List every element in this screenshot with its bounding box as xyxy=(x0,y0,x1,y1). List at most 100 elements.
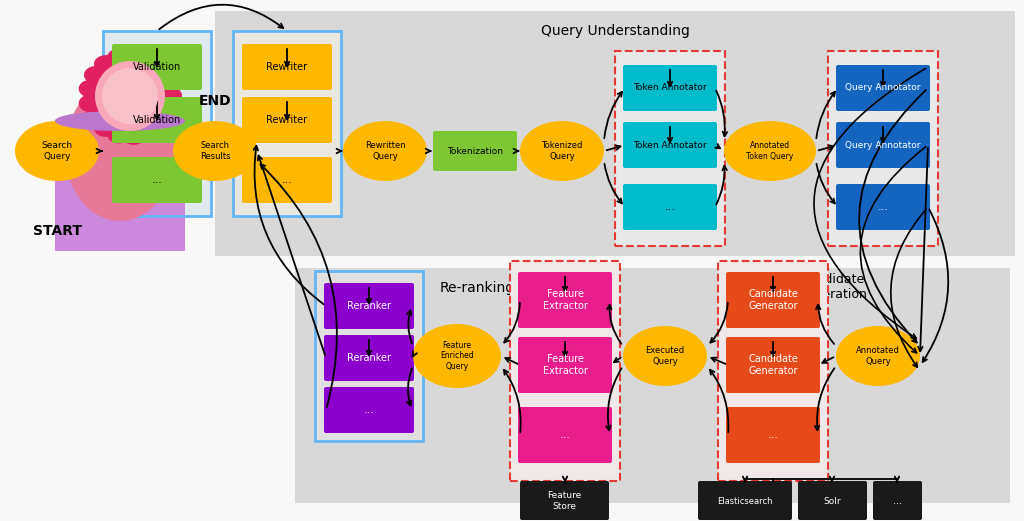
FancyBboxPatch shape xyxy=(798,481,867,520)
Text: Feature
Enriched
Query: Feature Enriched Query xyxy=(440,341,474,371)
Bar xyxy=(55,121,185,141)
Ellipse shape xyxy=(724,121,816,181)
FancyBboxPatch shape xyxy=(836,122,930,168)
Bar xyxy=(718,261,828,481)
Ellipse shape xyxy=(102,68,158,124)
Text: Annotated
Token Query: Annotated Token Query xyxy=(746,141,794,160)
Ellipse shape xyxy=(520,121,604,181)
Text: Validation: Validation xyxy=(133,115,181,125)
Bar xyxy=(233,31,341,216)
FancyBboxPatch shape xyxy=(623,122,717,168)
Ellipse shape xyxy=(84,66,108,84)
Bar xyxy=(315,271,423,441)
Ellipse shape xyxy=(108,48,131,67)
FancyBboxPatch shape xyxy=(242,97,332,143)
Text: Tokenized
Query: Tokenized Query xyxy=(542,141,583,160)
FancyBboxPatch shape xyxy=(726,407,820,463)
Text: Feature
Extractor: Feature Extractor xyxy=(543,289,588,311)
Ellipse shape xyxy=(147,114,172,132)
Bar xyxy=(103,31,211,216)
Bar xyxy=(615,51,725,246)
Text: Query Annotator: Query Annotator xyxy=(845,83,921,93)
FancyBboxPatch shape xyxy=(518,337,612,393)
Ellipse shape xyxy=(122,127,145,145)
Text: Rewriter: Rewriter xyxy=(266,115,307,125)
FancyBboxPatch shape xyxy=(242,44,332,90)
FancyBboxPatch shape xyxy=(520,481,609,520)
Text: END: END xyxy=(199,94,231,108)
Ellipse shape xyxy=(158,87,182,105)
Bar xyxy=(55,121,185,251)
Ellipse shape xyxy=(55,111,185,131)
Ellipse shape xyxy=(173,121,257,181)
Ellipse shape xyxy=(343,121,427,181)
FancyBboxPatch shape xyxy=(836,184,930,230)
Text: Rewritten
Query: Rewritten Query xyxy=(365,141,406,160)
Text: Query Annotator: Query Annotator xyxy=(845,141,921,150)
Text: Search
Query: Search Query xyxy=(41,141,73,160)
Text: START: START xyxy=(33,224,82,238)
Text: ...: ... xyxy=(364,405,375,415)
Text: Elasticsearch: Elasticsearch xyxy=(717,497,773,505)
Text: Tokenization: Tokenization xyxy=(447,146,503,155)
Ellipse shape xyxy=(57,113,183,129)
Bar xyxy=(718,261,828,481)
FancyBboxPatch shape xyxy=(324,283,414,329)
Bar xyxy=(233,31,341,216)
Bar xyxy=(103,31,211,216)
Text: Feature
Extractor: Feature Extractor xyxy=(543,354,588,376)
Ellipse shape xyxy=(79,80,102,97)
Text: Re-ranking: Re-ranking xyxy=(439,281,515,295)
Text: Executed
Query: Executed Query xyxy=(645,346,685,366)
Bar xyxy=(295,268,660,503)
Ellipse shape xyxy=(94,55,118,73)
FancyBboxPatch shape xyxy=(112,97,202,143)
FancyBboxPatch shape xyxy=(836,65,930,111)
FancyBboxPatch shape xyxy=(623,65,717,111)
Ellipse shape xyxy=(79,94,102,113)
FancyBboxPatch shape xyxy=(242,157,332,203)
Ellipse shape xyxy=(108,126,131,143)
Ellipse shape xyxy=(122,47,145,65)
Text: Reranker: Reranker xyxy=(347,301,391,311)
Text: Search
Results: Search Results xyxy=(200,141,230,160)
Ellipse shape xyxy=(84,108,108,126)
Text: ...: ... xyxy=(559,430,570,440)
FancyBboxPatch shape xyxy=(698,481,792,520)
FancyBboxPatch shape xyxy=(324,335,414,381)
Ellipse shape xyxy=(136,123,160,141)
Text: ...: ... xyxy=(152,175,163,185)
Ellipse shape xyxy=(158,87,182,105)
Text: Feature
Store: Feature Store xyxy=(547,491,582,511)
Text: ...: ... xyxy=(893,496,901,506)
FancyBboxPatch shape xyxy=(324,387,414,433)
Text: Token Annotator: Token Annotator xyxy=(633,141,707,150)
Ellipse shape xyxy=(156,102,179,119)
Bar xyxy=(510,261,620,481)
Bar xyxy=(510,261,620,481)
Ellipse shape xyxy=(836,326,920,386)
Text: Candidate
Generator: Candidate Generator xyxy=(749,354,798,376)
Ellipse shape xyxy=(95,61,165,131)
Bar xyxy=(828,51,938,246)
Text: Solr: Solr xyxy=(823,497,841,505)
FancyBboxPatch shape xyxy=(623,184,717,230)
FancyBboxPatch shape xyxy=(726,272,820,328)
Ellipse shape xyxy=(55,111,185,131)
Text: ...: ... xyxy=(665,202,676,212)
Text: Annotated
Query: Annotated Query xyxy=(856,346,900,366)
Text: Candidate
Generator: Candidate Generator xyxy=(749,289,798,311)
Text: Rewriter: Rewriter xyxy=(266,62,307,72)
Text: ...: ... xyxy=(768,430,778,440)
Ellipse shape xyxy=(65,81,175,221)
Text: Token Annotator: Token Annotator xyxy=(633,83,707,93)
Ellipse shape xyxy=(147,60,172,78)
Text: Query Understanding: Query Understanding xyxy=(541,24,689,38)
Ellipse shape xyxy=(136,51,160,69)
Bar xyxy=(315,271,423,441)
Ellipse shape xyxy=(156,72,179,91)
Bar xyxy=(828,51,938,246)
Ellipse shape xyxy=(94,119,118,137)
FancyBboxPatch shape xyxy=(726,337,820,393)
Text: Candidate
Generation: Candidate Generation xyxy=(797,273,867,301)
